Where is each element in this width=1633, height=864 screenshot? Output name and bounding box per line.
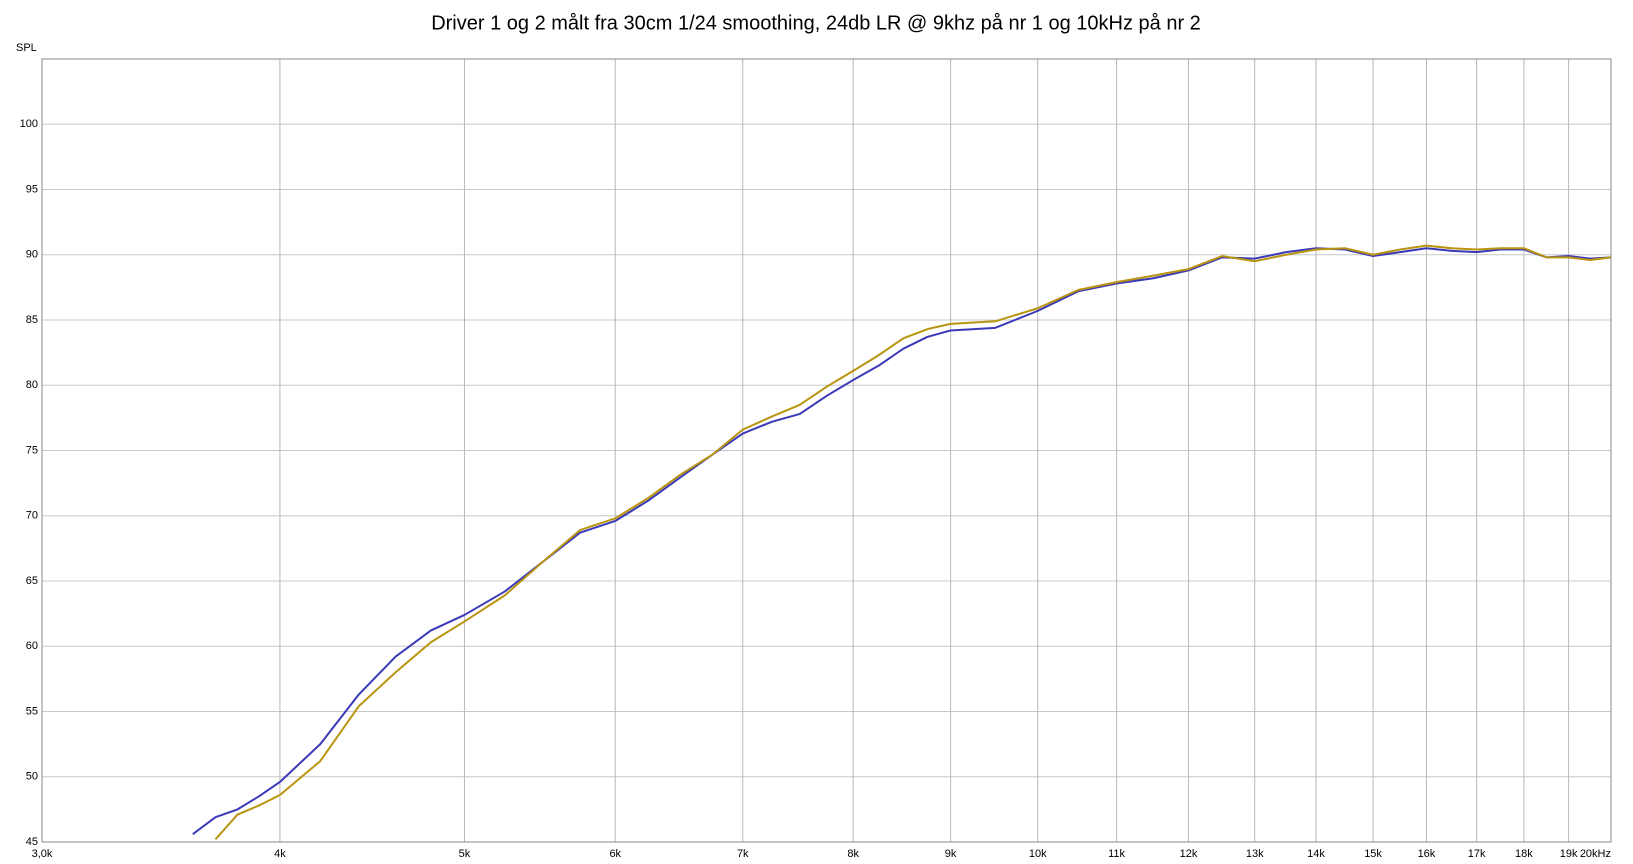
y-tick-label: 70	[26, 510, 38, 522]
y-tick-label: 90	[26, 249, 38, 261]
y-tick-label: 80	[26, 379, 38, 391]
x-tick-label: 17k	[1468, 848, 1486, 860]
y-tick-label: 50	[26, 771, 38, 783]
x-tick-label: 15k	[1364, 848, 1382, 860]
series-line	[192, 247, 1611, 835]
y-tick-label: 85	[26, 314, 38, 326]
x-tick-label: 6k	[609, 848, 621, 860]
plot-border	[41, 58, 1612, 843]
y-tick-label: 100	[20, 118, 38, 130]
x-tick-label: 11k	[1108, 848, 1125, 860]
x-tick-label: 7k	[737, 848, 749, 860]
y-tick-label: 60	[26, 640, 38, 652]
y-tick-label: 55	[26, 705, 38, 717]
x-tick-label: 20kHz	[1580, 848, 1611, 860]
x-tick-label: 4k	[274, 848, 286, 860]
y-tick-label: 45	[26, 836, 38, 848]
x-tick-label: 14k	[1307, 848, 1325, 860]
y-tick-label: 95	[26, 183, 38, 195]
y-axis-label: SPL	[16, 42, 37, 54]
series-line	[214, 244, 1611, 841]
y-tick-label: 75	[26, 444, 38, 456]
x-tick-label: 16k	[1418, 848, 1436, 860]
x-tick-label: 8k	[847, 848, 859, 860]
x-tick-label: 13k	[1246, 848, 1264, 860]
chart-title: Driver 1 og 2 målt fra 30cm 1/24 smoothi…	[431, 12, 1201, 34]
x-tick-label: 12k	[1180, 848, 1198, 860]
y-tick-label: 65	[26, 575, 38, 587]
x-tick-label: 19k	[1560, 848, 1578, 860]
x-tick-label: 5k	[459, 848, 471, 860]
x-tick-label: 3,0k	[32, 848, 53, 860]
x-tick-label: 9k	[945, 848, 957, 860]
x-tick-label: 10k	[1029, 848, 1047, 860]
x-tick-label: 18k	[1515, 848, 1533, 860]
